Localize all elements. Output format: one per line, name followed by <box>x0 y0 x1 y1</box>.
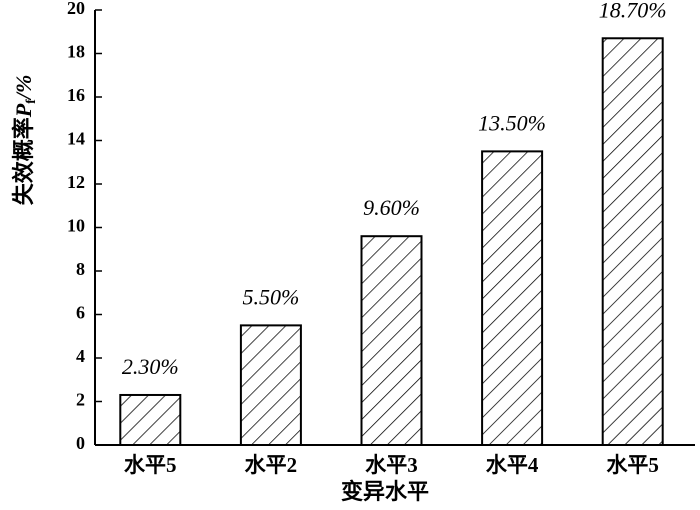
y-tick-label: 10 <box>67 216 85 236</box>
x-axis-label: 变异水平 <box>341 479 429 504</box>
y-tick-label: 0 <box>76 433 85 453</box>
y-tick-label: 2 <box>76 390 85 410</box>
y-label-unit: /% <box>11 75 36 101</box>
x-tick-label: 水平2 <box>245 453 298 477</box>
bar <box>360 235 423 446</box>
y-tick-label: 6 <box>76 303 85 323</box>
y-tick-label: 20 <box>67 0 85 18</box>
y-tick-label: 4 <box>76 346 85 366</box>
x-tick-label: 水平5 <box>124 453 177 477</box>
value-label: 18.70% <box>599 0 667 22</box>
y-axis-label: 失效概率Pf/% <box>11 75 39 206</box>
y-label-subscript: f <box>24 99 39 104</box>
bar <box>481 150 544 446</box>
value-label: 13.50% <box>478 110 546 135</box>
bar <box>239 324 302 446</box>
value-label: 2.30% <box>122 354 179 379</box>
value-label: 9.60% <box>363 195 420 220</box>
y-tick-label: 16 <box>67 85 85 105</box>
y-label-main: 失效概率 <box>11 117 36 205</box>
y-tick-label: 12 <box>67 172 85 192</box>
y-tick-label: 18 <box>67 42 85 62</box>
y-label-symbol: P <box>11 103 36 118</box>
bar <box>119 393 182 447</box>
bar <box>601 37 664 447</box>
x-tick-label: 水平3 <box>365 453 418 477</box>
x-tick-label: 水平4 <box>486 453 539 477</box>
x-tick-label: 水平5 <box>606 453 659 477</box>
value-label: 5.50% <box>242 284 299 309</box>
y-tick-label: 14 <box>67 129 85 149</box>
y-tick-label: 8 <box>76 259 85 279</box>
